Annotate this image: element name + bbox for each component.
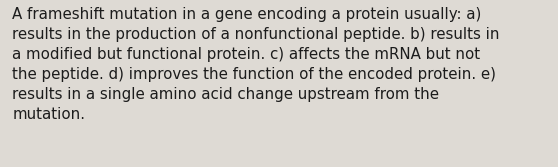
Text: A frameshift mutation in a gene encoding a protein usually: a)
results in the pr: A frameshift mutation in a gene encoding… (12, 7, 500, 122)
